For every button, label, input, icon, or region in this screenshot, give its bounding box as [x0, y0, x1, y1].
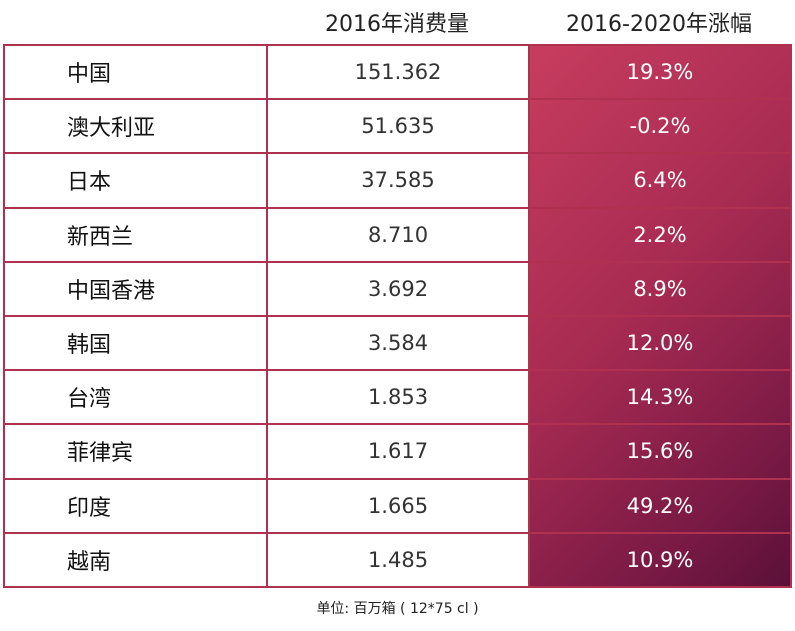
region-name: 中国香港 — [3, 260, 268, 317]
unit-footnote: 单位: 百万箱 ( 12*75 cl ) — [316, 601, 479, 617]
consumption-value: 8.710 — [266, 206, 530, 263]
table-body: 中国 151.362 19.3% 澳大利亚 51.635 -0.2% 日本 37.585 6.4… — [3, 43, 792, 589]
growth-value: 12.0% — [528, 314, 792, 372]
column-header-growth: 2016-2020年涨幅 — [566, 12, 752, 37]
region-name: 新西兰 — [3, 206, 268, 263]
consumption-value: 51.635 — [266, 98, 530, 155]
table-row: 越南 1.485 10.9% — [3, 531, 792, 589]
consumption-value: 1.665 — [266, 477, 530, 534]
growth-value: 14.3% — [528, 369, 792, 426]
consumption-table: 中国 151.362 19.3% 澳大利亚 51.635 -0.2% 日本 37.585 6.4… — [3, 43, 792, 589]
consumption-value: 1.617 — [266, 423, 530, 480]
region-name: 日本 — [3, 152, 268, 209]
consumption-value: 1.853 — [266, 369, 530, 426]
consumption-value: 3.692 — [266, 260, 530, 317]
consumption-value: 37.585 — [266, 152, 530, 209]
region-name: 澳大利亚 — [3, 98, 268, 155]
growth-value: 19.3% — [528, 43, 792, 101]
region-name: 菲律宾 — [3, 423, 268, 480]
growth-value: 10.9% — [528, 531, 792, 589]
growth-value: 49.2% — [528, 477, 792, 534]
table-row: 澳大利亚 51.635 -0.2% — [3, 98, 792, 155]
table-header: 2016年消费量 2016-2020年涨幅 — [0, 0, 795, 44]
growth-value: -0.2% — [528, 98, 792, 155]
table-row: 菲律宾 1.617 15.6% — [3, 423, 792, 480]
table-row: 印度 1.665 49.2% — [3, 477, 792, 534]
region-name: 中国 — [3, 43, 268, 101]
table-row: 新西兰 8.710 2.2% — [3, 206, 792, 263]
column-header-consumption: 2016年消费量 — [325, 12, 469, 37]
table-row: 中国香港 3.692 8.9% — [3, 260, 792, 317]
region-name: 韩国 — [3, 314, 268, 372]
consumption-value: 1.485 — [266, 531, 530, 589]
growth-value: 6.4% — [528, 152, 792, 209]
growth-value: 8.9% — [528, 260, 792, 317]
table-row: 韩国 3.584 12.0% — [3, 314, 792, 372]
table-row: 中国 151.362 19.3% — [3, 43, 792, 101]
region-name: 印度 — [3, 477, 268, 534]
table-row: 日本 37.585 6.4% — [3, 152, 792, 209]
region-name: 越南 — [3, 531, 268, 589]
region-name: 台湾 — [3, 369, 268, 426]
growth-value: 15.6% — [528, 423, 792, 480]
consumption-value: 3.584 — [266, 314, 530, 372]
consumption-value: 151.362 — [266, 43, 530, 101]
growth-value: 2.2% — [528, 206, 792, 263]
table-row: 台湾 1.853 14.3% — [3, 369, 792, 426]
